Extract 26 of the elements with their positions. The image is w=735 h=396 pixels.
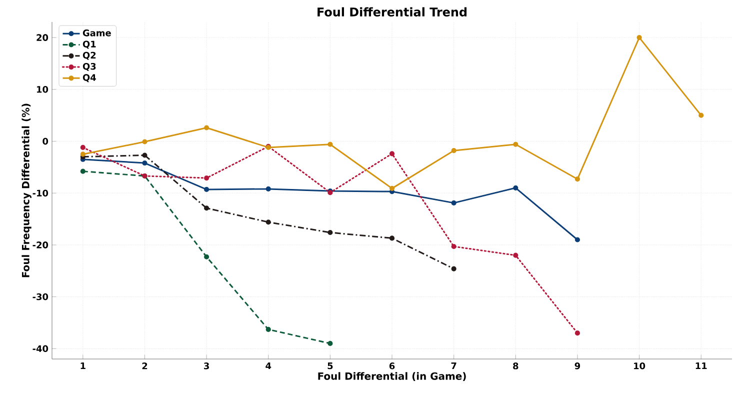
legend-label: Q2 [82, 52, 96, 60]
y-axis-title: Foul Frequency Differential (%) [22, 104, 32, 278]
y-tick-label: -30 [32, 293, 48, 300]
x-tick-label: 2 [142, 362, 148, 370]
x-tick-label: 7 [451, 362, 456, 370]
y-tick-label: 20 [36, 34, 48, 41]
legend-label: Q4 [82, 74, 96, 82]
x-tick-label: 1 [80, 362, 86, 370]
x-tick-label: 10 [634, 362, 646, 370]
y-tick-label: -40 [32, 345, 48, 352]
y-tick-label: -10 [32, 190, 48, 196]
x-tick-label: 8 [513, 362, 518, 370]
legend-label: Q3 [82, 62, 96, 71]
y-tick-label: 10 [37, 86, 48, 93]
y-tick-label: 0 [42, 138, 48, 145]
legend-label: Q1 [82, 40, 96, 49]
x-tick-label: 6 [389, 362, 395, 370]
chart-title: Foul Differential Trend [318, 7, 467, 16]
x-tick-label: 4 [266, 362, 272, 370]
x-tick-label: 3 [204, 362, 209, 370]
legend-label: Game [82, 30, 111, 36]
y-tick-label: -20 [32, 242, 48, 248]
x-tick-label: 5 [328, 362, 333, 370]
x-tick-label: 9 [574, 362, 580, 370]
x-axis-title: Foul Differential (in Game) [318, 372, 466, 382]
x-tick-label: 11 [696, 362, 707, 370]
